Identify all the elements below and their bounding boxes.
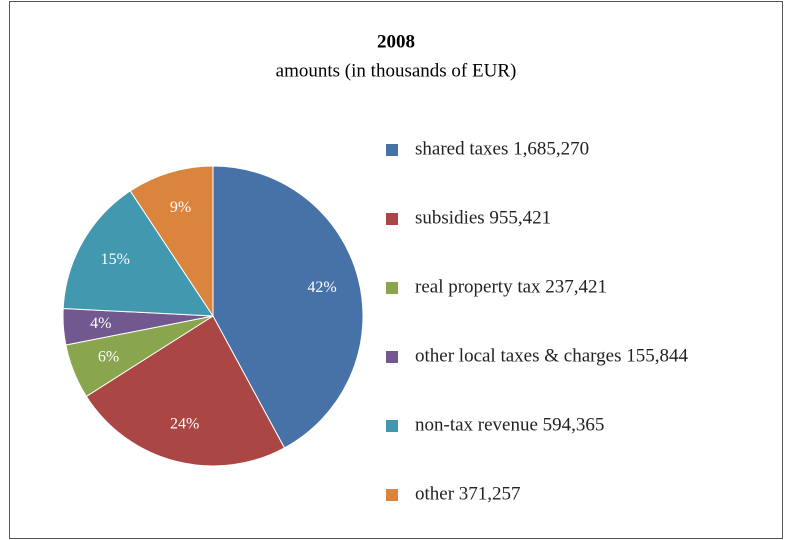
legend-label: other 371,257	[415, 483, 521, 504]
slice-label: 9%	[170, 199, 191, 216]
slice-label: 4%	[90, 315, 111, 332]
legend-swatch	[386, 420, 398, 432]
legend-swatch	[386, 144, 398, 156]
chart-title: 2008	[377, 31, 415, 52]
chart-subtitle: amounts (in thousands of EUR)	[276, 60, 517, 81]
pie-slice	[62, 190, 214, 317]
legend-swatch	[386, 282, 398, 294]
legend-label: shared taxes 1,685,270	[415, 138, 589, 159]
legend-swatch	[386, 351, 398, 363]
slice-label: 24%	[170, 416, 199, 433]
pie-slice	[85, 315, 286, 467]
pie-slice	[129, 165, 214, 318]
legend-label: real property tax 237,421	[415, 276, 607, 297]
legend-label: subsidies 955,421	[415, 207, 551, 228]
legend-swatch	[386, 489, 398, 501]
legend-swatch	[386, 213, 398, 225]
legend-label: non-tax revenue 594,365	[415, 414, 604, 435]
slice-label: 42%	[307, 279, 336, 296]
legend-label: other local taxes & charges 155,844	[415, 345, 688, 366]
slice-label: 6%	[98, 348, 119, 365]
pie-slice	[212, 165, 364, 449]
slice-label: 15%	[101, 251, 130, 268]
